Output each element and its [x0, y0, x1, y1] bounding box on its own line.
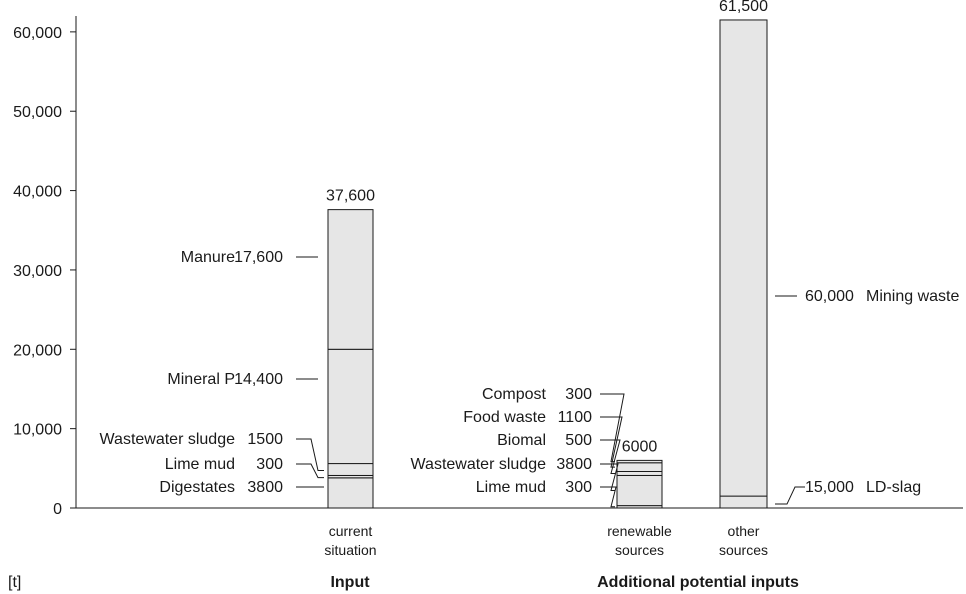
leader-line: [600, 416, 623, 468]
segment-value-label: 300: [565, 386, 592, 403]
y-tick-label: 20,000: [13, 342, 62, 359]
bar-segment: [616, 459, 663, 464]
leader-line: [775, 486, 805, 505]
y-tick-label: 60,000: [13, 25, 62, 42]
bars-layer: [327, 19, 768, 509]
segment-value-label: 1500: [247, 431, 283, 448]
bar-segment: [327, 348, 374, 465]
segment-name-label: Wastewater sludge: [100, 431, 236, 448]
bar-segment: [327, 477, 374, 509]
leader-line: [296, 438, 324, 472]
segment-value-label: 500: [565, 432, 592, 449]
leader-line: [600, 393, 625, 463]
segment-value-label: 3800: [247, 479, 283, 496]
segment-name-label: Food waste: [463, 409, 546, 426]
segment-name-label: Manure: [181, 249, 235, 266]
segment-value-label: 17,600: [234, 249, 283, 266]
segment-name-label: LD-slag: [866, 479, 921, 496]
bar-total-label: 37,600: [326, 188, 375, 205]
bar-segment: [719, 19, 768, 497]
leader-line: [600, 463, 619, 492]
category-label: renewable: [607, 523, 672, 539]
category-label: current: [329, 523, 373, 539]
segment-value-label: 60,000: [805, 288, 854, 305]
bar-segment: [616, 462, 663, 472]
segment-name-label: Mining waste: [866, 288, 959, 305]
group-label: Additional potential inputs: [597, 574, 799, 591]
category-label: sources: [615, 542, 664, 558]
bar-segment: [616, 470, 663, 476]
axis-layer: 0 10,000 20,000 30,000 40,000 50,000 60,000: [13, 16, 963, 518]
leader-line: [600, 486, 617, 508]
segment-name-label: Lime mud: [165, 456, 235, 473]
bar-total-label: 6000: [622, 438, 658, 455]
bar-segment: [616, 474, 663, 507]
segment-name-label: Compost: [482, 386, 547, 403]
labels-layer: [t] Input Additional potential inputs 37,60…: [8, 0, 959, 591]
segment-value-label: 1100: [558, 409, 593, 426]
bar-segment: [719, 495, 768, 509]
y-unit-label: [t]: [8, 574, 21, 591]
category-label: situation: [324, 542, 376, 558]
segment-name-label: Wastewater sludge: [411, 456, 547, 473]
category-label: other: [728, 523, 760, 539]
segment-name-label: Biomal: [497, 432, 546, 449]
group-label: Input: [330, 574, 370, 591]
segment-value-label: 300: [256, 456, 283, 473]
leader-line: [296, 463, 324, 479]
bar-segment: [327, 463, 374, 476]
segment-value-label: 15,000: [805, 479, 854, 496]
segment-value-label: 300: [565, 479, 592, 496]
segment-name-label: Lime mud: [476, 479, 546, 496]
segment-name-label: Mineral P: [167, 371, 235, 388]
y-tick-label: 40,000: [13, 184, 62, 201]
category-label: sources: [719, 542, 768, 558]
segment-value-label: 3800: [556, 456, 592, 473]
segment-name-label: Digestates: [159, 479, 235, 496]
leader-line: [600, 439, 621, 474]
y-tick-label: 10,000: [13, 422, 62, 439]
bar-segment: [327, 209, 374, 350]
bar-total-label: 61,500: [719, 0, 768, 15]
segment-value-label: 14,400: [234, 371, 283, 388]
y-tick-label: 50,000: [13, 104, 62, 121]
y-tick-label: 0: [53, 501, 62, 518]
y-tick-label: 30,000: [13, 263, 62, 280]
